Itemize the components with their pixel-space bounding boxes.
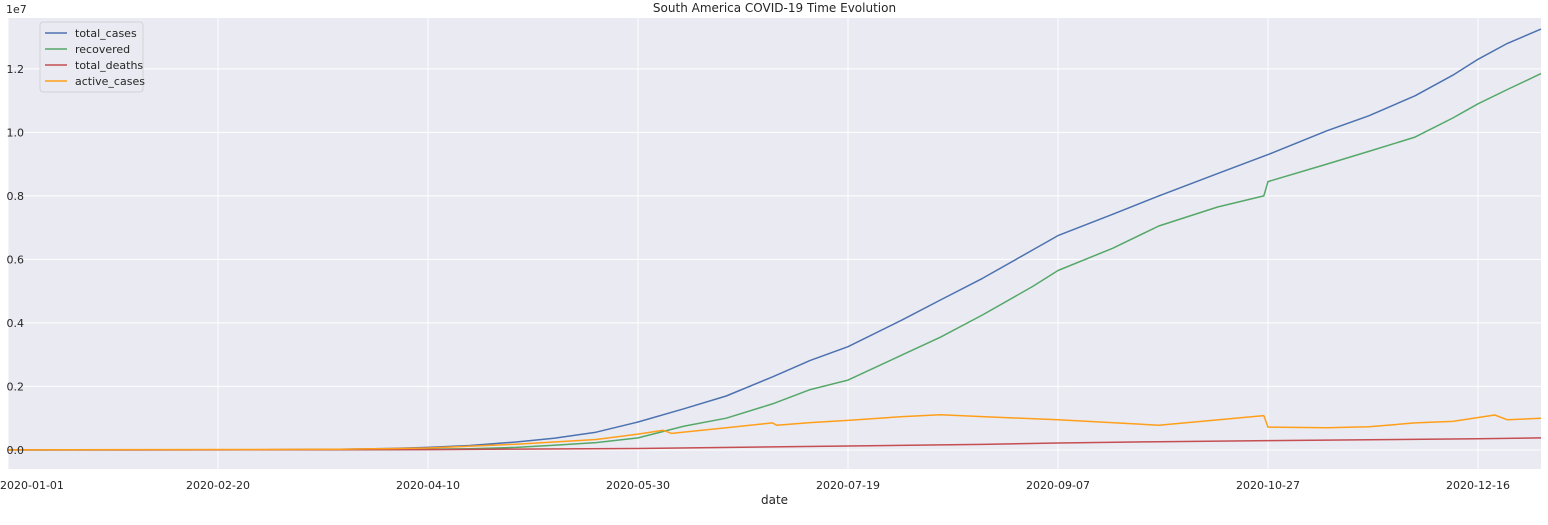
legend-label-active-cases: active_cases — [75, 75, 145, 88]
y-tick-label: 0.6 — [7, 253, 25, 266]
x-tick-label: 2020-10-27 — [1236, 479, 1300, 492]
y-tick-label: 1.2 — [7, 63, 25, 76]
y-axis-ticks: 0.0 0.2 0.4 0.6 0.8 1.0 1.2 — [7, 63, 25, 457]
x-tick-label: 2020-09-07 — [1026, 479, 1090, 492]
legend-box — [39, 21, 144, 93]
legend: total_cases recovered total_deaths active_c… — [39, 21, 145, 93]
x-tick-label: 2020-01-01 — [0, 479, 64, 492]
y-axis-offset-label: 1e7 — [6, 3, 27, 16]
plot-area — [8, 18, 1541, 469]
grid-lines — [7, 18, 1541, 469]
x-tick-label: 2020-05-30 — [606, 479, 670, 492]
series-line-active-cases — [7, 413, 1542, 451]
y-tick-label: 0.4 — [7, 317, 25, 330]
x-tick-label: 2020-12-16 — [1446, 479, 1510, 492]
legend-label-recovered: recovered — [75, 43, 130, 56]
legend-label-total-deaths: total_deaths — [75, 59, 143, 72]
series-lines — [7, 28, 1542, 451]
series-line-recovered — [7, 72, 1542, 451]
x-tick-label: 2020-04-10 — [396, 479, 460, 492]
y-tick-label: 0.8 — [7, 190, 25, 203]
chart-title: South America COVID-19 Time Evolution — [653, 1, 896, 15]
x-tick-label: 2020-02-20 — [186, 479, 250, 492]
y-tick-label: 0.0 — [7, 444, 25, 457]
x-axis-ticks: 2020-01-01 2020-02-20 2020-04-10 2020-05-30… — [0, 479, 1510, 492]
x-axis-title: date — [761, 493, 788, 507]
y-tick-label: 1.0 — [7, 126, 25, 139]
x-tick-label: 2020-07-19 — [816, 479, 880, 492]
y-tick-label: 0.2 — [7, 380, 25, 393]
series-line-total-deaths — [7, 437, 1542, 451]
legend-label-total-cases: total_cases — [75, 27, 137, 40]
